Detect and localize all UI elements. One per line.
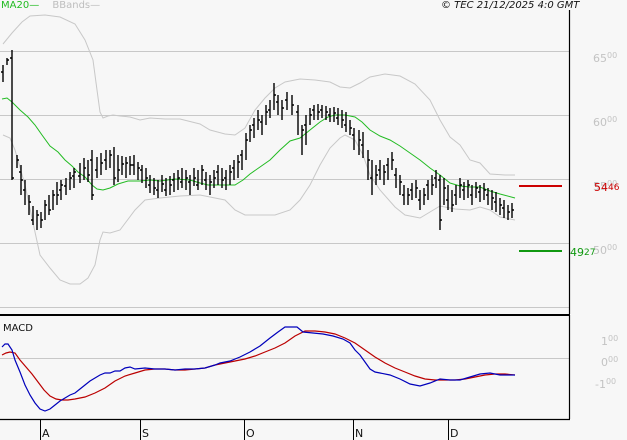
svg-text:000: 000 (601, 355, 618, 369)
support-label: 4927 (570, 246, 595, 259)
macd-signal-line (1, 330, 516, 401)
price-bars (1, 50, 514, 230)
svg-text:6000: 6000 (593, 115, 617, 129)
svg-text:5500: 5500 (593, 179, 617, 193)
legend-bbands: BBands— (52, 0, 101, 11)
price-gridlines (0, 51, 569, 308)
ma20-line (1, 97, 516, 199)
macd-title: MACD (3, 323, 33, 334)
price-axis: 6500 6000 5500 5000 (593, 51, 617, 257)
x-axis (40, 420, 449, 440)
resistance-label: 5446 (594, 181, 620, 194)
month-label-nov: N (355, 427, 363, 440)
month-label-dec: D (450, 427, 458, 440)
chart-legend: MA20— BBands— (1, 0, 100, 11)
svg-text:100: 100 (601, 334, 618, 348)
svg-text:5000: 5000 (593, 243, 617, 257)
copyright-timestamp: © TEC 21/12/2025 4:0 GMT (441, 0, 580, 11)
svg-text:-100: -100 (595, 377, 616, 391)
bbands-lower-line (2, 134, 516, 285)
bbands-upper-line (2, 14, 515, 176)
svg-text:6500: 6500 (593, 51, 617, 65)
macd-axis: 100 000 -100 (595, 334, 618, 391)
legend-ma20: MA20— (1, 0, 40, 11)
month-label-oct: O (246, 427, 255, 440)
month-label-sep: S (142, 427, 149, 440)
month-label-aug: A (42, 427, 50, 440)
macd-line (1, 326, 515, 412)
